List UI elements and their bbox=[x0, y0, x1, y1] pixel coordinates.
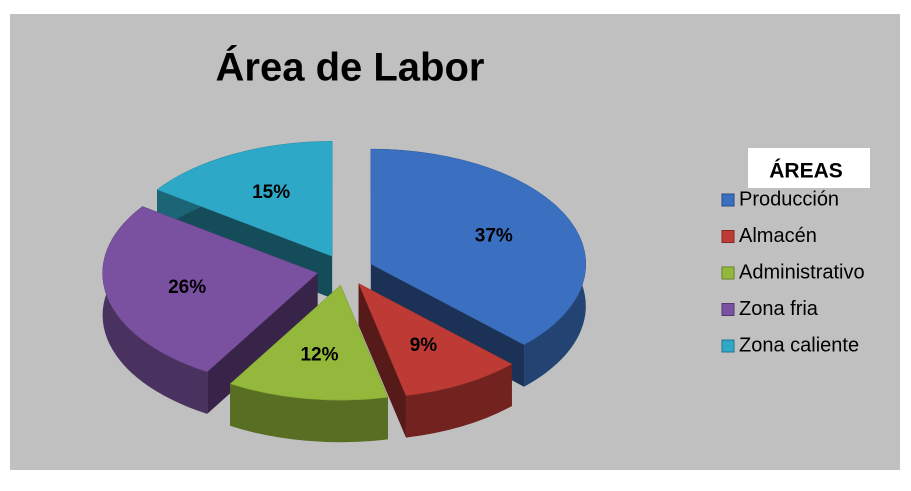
legend-title-box bbox=[748, 148, 870, 188]
legend-title: ÁREAS bbox=[769, 160, 843, 183]
slice-radial-side bbox=[207, 273, 318, 414]
legend-label: Zona fria bbox=[739, 298, 819, 320]
slice bbox=[102, 206, 319, 373]
legend-label: Zona caliente bbox=[739, 334, 859, 356]
slice bbox=[156, 141, 333, 257]
legend-swatch bbox=[721, 193, 735, 207]
legend-label: Producción bbox=[739, 188, 839, 210]
slice: 12% bbox=[229, 284, 389, 443]
legend-swatch bbox=[721, 339, 735, 353]
data-label: 12% bbox=[300, 345, 338, 366]
slice-wall bbox=[405, 364, 512, 438]
slice bbox=[370, 148, 587, 346]
legend-swatch bbox=[721, 303, 735, 316]
slice bbox=[358, 282, 513, 396]
slice-wall bbox=[230, 383, 388, 443]
legend-swatch bbox=[721, 230, 735, 243]
data-label: 9% bbox=[410, 335, 438, 356]
legend: Producción Almacén Administrativo Zona fria… bbox=[721, 188, 865, 356]
slice-radial-side bbox=[358, 283, 406, 438]
legend-label: Almacén bbox=[739, 225, 817, 247]
legend-swatch bbox=[721, 266, 735, 280]
data-label: 15% bbox=[252, 182, 290, 203]
data-label: 37% bbox=[475, 226, 513, 247]
slice: 26% bbox=[102, 206, 319, 414]
data-label: 26% bbox=[168, 277, 206, 298]
legend-label: Administrativo bbox=[739, 261, 865, 283]
pie: 15% 37% 26% 9% 12% bbox=[102, 141, 587, 443]
slice bbox=[229, 284, 389, 401]
chart-title: Área de Labor bbox=[216, 45, 485, 90]
slice: 9% bbox=[358, 282, 513, 438]
